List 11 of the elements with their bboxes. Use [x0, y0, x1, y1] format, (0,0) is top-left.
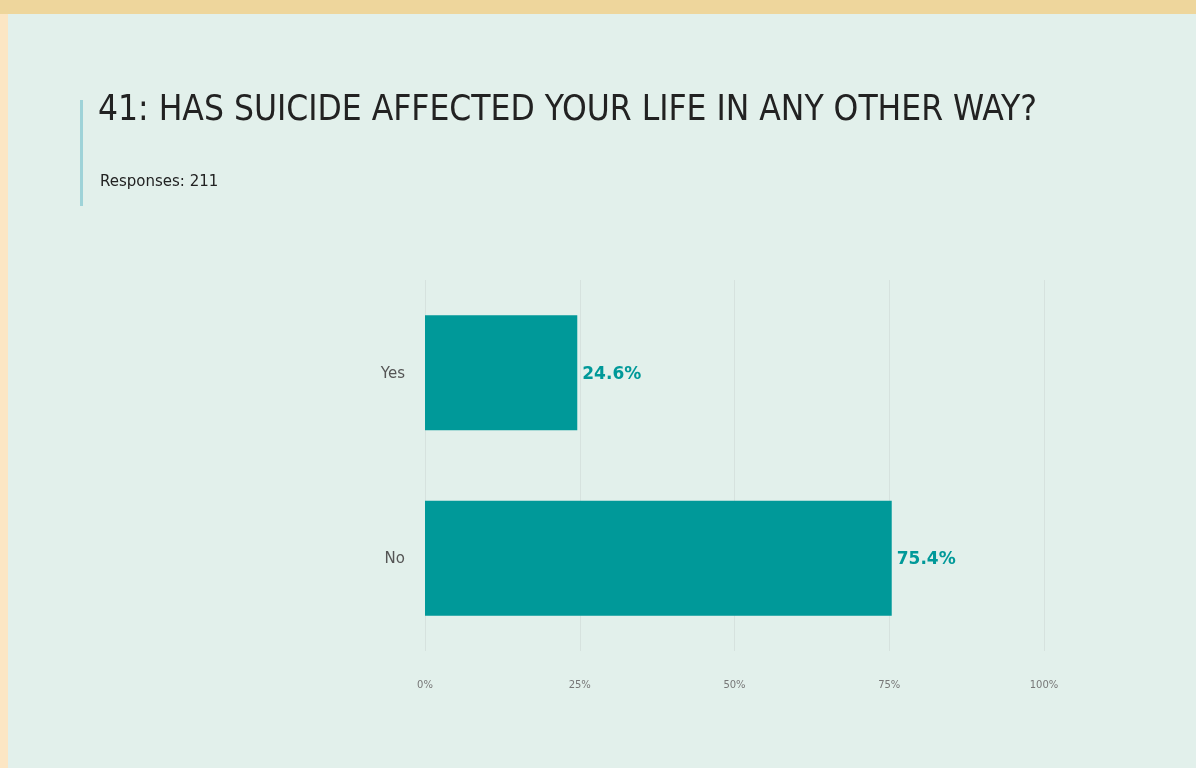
x-tick-label: 0%	[417, 678, 433, 690]
x-tick-label: 50%	[723, 678, 746, 690]
data-label: 75.4%	[896, 548, 956, 569]
chart-title: 41: HAS SUICIDE AFFECTED YOUR LIFE IN ANY OTHER WAY?	[98, 88, 1038, 128]
y-tick-label: No	[384, 549, 405, 568]
x-tick-label: 25%	[568, 678, 591, 690]
y-tick-label: Yes	[379, 363, 406, 382]
x-tick-label: 100%	[1029, 678, 1059, 690]
x-tick-label: 75%	[878, 678, 901, 690]
data-label: 24.6%	[582, 362, 642, 383]
text: Responses: 211	[100, 172, 219, 190]
